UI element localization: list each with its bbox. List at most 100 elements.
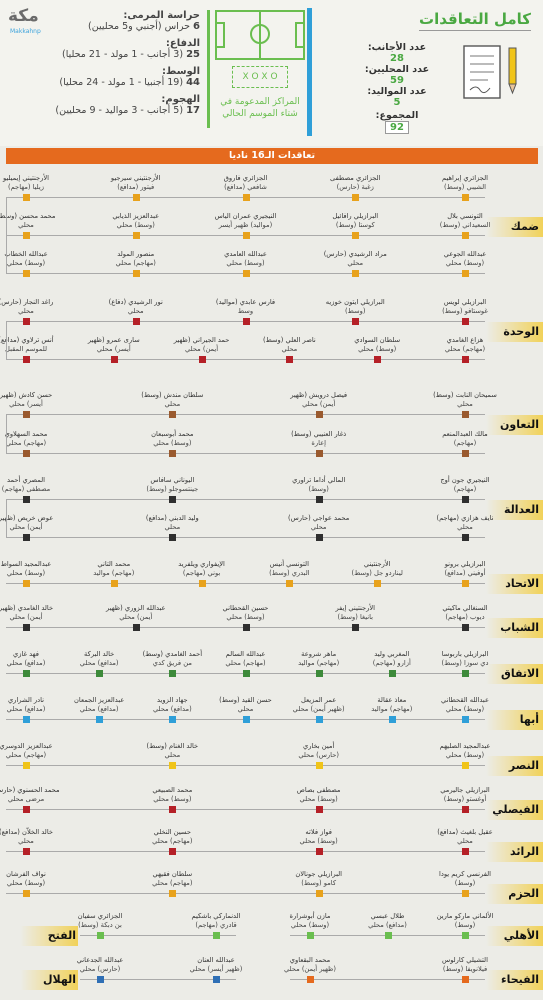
player-role: زغبة (حارس)	[336, 183, 374, 191]
team-section: الوحدة البرازيلي لويس غوستافو (وسط) البرازي…	[0, 290, 543, 370]
player-marker	[23, 580, 30, 587]
player-name: المصري أحمد	[7, 476, 45, 484]
team-row-line	[6, 537, 485, 538]
team-row-line	[6, 583, 485, 584]
player-name: عوض خريص (ظهير	[0, 514, 54, 522]
team-name-strip	[486, 756, 543, 776]
player-marker	[352, 270, 360, 277]
player-role: (ظهير أيمن) محلي	[292, 705, 345, 713]
player-label: عبدالمجيد السواط (وسط) محلي	[0, 560, 76, 578]
player-name: سلطان السوادي	[354, 336, 401, 344]
player-label: عبدالعزيز الدوسري (مهاجم) محلي	[0, 742, 76, 760]
player-name: البرازيلي جونالان	[295, 870, 342, 878]
player-role: (حارس) محلي	[79, 965, 121, 973]
player-label: ذغار العنيبي (وسط) إعارة	[269, 430, 369, 448]
team-row-line	[6, 414, 485, 415]
player-marker	[242, 624, 250, 631]
team-row-line	[6, 359, 485, 360]
team-name: الأهلي	[503, 929, 539, 942]
player-name: البرازيلي جاليرمي	[440, 786, 490, 794]
player-label: عبدالله العامدي (وسط) محلي	[196, 250, 296, 268]
player-role: قادري (مهاجم)	[195, 921, 237, 929]
player-marker	[23, 411, 30, 418]
player-role: (حارس) محلي	[298, 751, 339, 759]
player-marker	[242, 318, 250, 325]
player-marker	[110, 580, 118, 587]
player-label: عبدالله الجدعاني (حارس) محلي	[50, 956, 150, 974]
player-label: عمر المزيعل (ظهير أيمن) محلي	[269, 696, 369, 714]
team-name: الفتح	[47, 929, 76, 942]
player-name: نواف الفرشان	[6, 870, 46, 878]
player-label: محمد عواجي (حارس) محلي	[269, 514, 369, 532]
summary-divider	[307, 8, 312, 136]
team-name: العدالة	[503, 503, 539, 516]
def-value: 25 (3 أجانب - 1 مولد - 21 محليا)	[10, 49, 200, 60]
player-role: محلي	[164, 400, 181, 408]
player-label: عبدالعزيز الذيابي (وسط) محلي	[86, 212, 186, 230]
player-label: الأرجنتيني ليناردو جل (وسط)	[327, 560, 427, 578]
player-name: جهاد الزويد	[157, 696, 188, 704]
player-name: عبدالله السالم	[225, 650, 266, 658]
player-role: (مهاجم) مواليد	[93, 569, 135, 577]
player-label: محمد محسن (وسط) محلي	[0, 212, 76, 230]
header-panel	[0, 0, 543, 146]
player-name: السنغالي ماكيتي	[442, 604, 488, 612]
player-role: مرضى محلي	[7, 795, 45, 803]
player-role: (وسط)	[308, 485, 329, 493]
player-marker	[213, 976, 220, 983]
player-marker	[307, 932, 314, 939]
positions-list: حراسة المرمى: 6 حراس (أجنبي و5 محليين) ا…	[10, 10, 200, 116]
player-role: (وسط) محلي	[290, 921, 330, 929]
team-row-connector	[6, 414, 7, 453]
player-name: الفرنسي كريم يودا	[439, 870, 491, 878]
player-label: نادر الشراري (مدافع) محلي	[0, 696, 76, 714]
player-role: أيمن) محلي	[185, 345, 219, 353]
team-section: النصر عبدالمجيد الصليهم (وسط) محلي أمين بخا…	[0, 732, 543, 776]
player-role: (وسط) محلي	[153, 439, 192, 447]
player-label: عقيل بلغيث (مدافع) محلي	[415, 828, 515, 846]
player-role: دي سوزا (وسط)	[441, 659, 489, 667]
att-value: 17 (5 أجانب - 3 مواليد - 9 محليين)	[10, 105, 200, 116]
team-section: ضمك الجزائري إبراهيم الشيبي (وسط) الجزائري …	[0, 166, 543, 284]
player-marker	[23, 534, 30, 541]
player-marker	[315, 411, 323, 418]
player-role: فيتور (مدافع)	[117, 183, 155, 191]
team-row-line	[290, 979, 485, 980]
player-label: الفرنسي كريم يودا (وسط)	[415, 870, 515, 888]
player-label: عبدالمجيد الصليهم (وسط) محلي	[415, 742, 515, 760]
player-label: عبدالله القحطاني (وسط) محلي	[415, 696, 515, 714]
player-role: ليناردو جل (وسط)	[351, 569, 403, 577]
player-label: فارس عابدي (مواليد) وسط	[196, 298, 296, 316]
player-marker	[23, 762, 30, 769]
player-name: سميحان النابت (وسط)	[433, 391, 497, 399]
player-marker	[462, 270, 469, 277]
player-name: عبدالمجيد السواط	[0, 560, 52, 568]
player-marker	[307, 976, 314, 983]
player-marker	[242, 716, 250, 723]
player-role: (وسط) محلي	[445, 751, 485, 759]
player-role: أيمن) محلي	[119, 613, 153, 621]
player-role: (مهاجم)	[453, 485, 477, 493]
player-marker	[315, 534, 323, 541]
player-role: (مهاجم) مواليد	[371, 705, 413, 713]
player-label: عبدالعزيز الجمعان (مدافع) محلي	[49, 696, 149, 714]
team-name: الاتحاد	[505, 577, 539, 590]
player-marker	[169, 534, 177, 541]
foreigners-label: عدد الأجانب:	[367, 42, 427, 53]
team-name: التعاون	[500, 418, 539, 431]
player-marker	[462, 450, 469, 457]
player-marker	[169, 762, 177, 769]
player-marker	[462, 318, 469, 325]
total-label: المجموع:	[375, 110, 419, 121]
player-label: الألماني ماركو مارين (وسط)	[415, 912, 515, 930]
twitter-handle[interactable]: Makkahnp	[10, 28, 41, 35]
player-label: الجزائري إبراهيم الشيبي (وسط)	[415, 174, 515, 192]
player-role: (مهاجم) محلي	[115, 259, 156, 267]
player-role: (مهاجم) محلي	[152, 837, 193, 845]
team-name: الوحدة	[503, 325, 539, 338]
clubs-banner: تعاقدات الـ16 ناديا	[6, 148, 538, 164]
player-label: البرازيلي برونو أوفيني (مدافع)	[415, 560, 515, 578]
gk-num: 6	[193, 21, 200, 32]
document-icon	[463, 45, 501, 99]
player-name: عبدالمجيد الصليهم	[439, 742, 491, 750]
